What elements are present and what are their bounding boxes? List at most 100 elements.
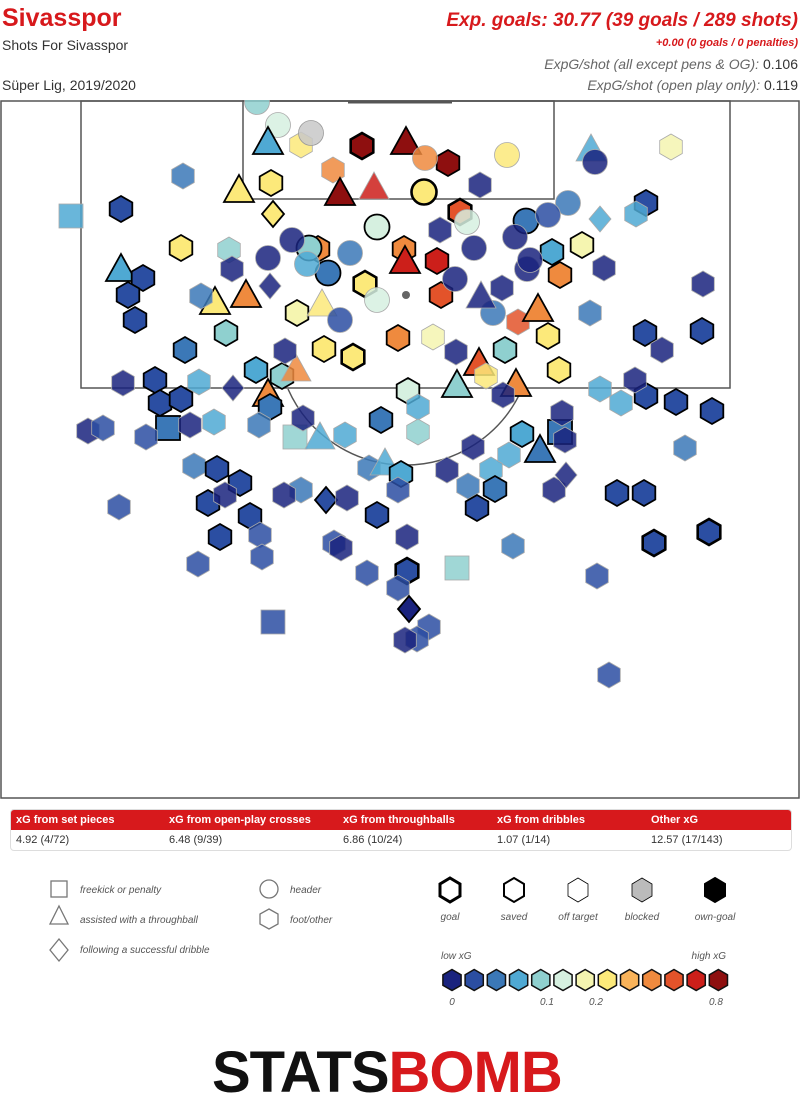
shot-7-hex-saved — [435, 148, 461, 178]
shot-18-hex-off — [321, 156, 345, 184]
xg-per-shot-open: ExpG/shot (open play only): 0.119 — [587, 77, 798, 93]
legend-triangle-icon — [48, 904, 70, 925]
xg-breakdown-header: xG from set pieces xG from open-play cro… — [11, 810, 791, 830]
shot-63-hex-saved — [632, 318, 658, 348]
shot-90-hex-saved — [699, 396, 725, 426]
shot-20-triangle-off — [358, 171, 390, 200]
shot-154-circle-off — [279, 227, 305, 253]
shot-14-square-off — [58, 203, 84, 229]
shot-50-hex-saved — [385, 323, 411, 353]
shot-121-hex-off — [435, 456, 459, 484]
shot-173-circle-off — [327, 307, 353, 333]
shot-177-hex-off — [178, 411, 202, 439]
xg-per-shot-all: ExpG/shot (all except pens & OG): 0.106 — [544, 56, 798, 72]
shot-46-hex-saved — [424, 246, 450, 276]
shot-153-circle-off — [255, 245, 281, 271]
shot-26-diamond-off — [588, 205, 612, 233]
shot-122-hex-off — [456, 472, 480, 500]
shot-65-hex-off — [650, 336, 674, 364]
shot-8-circle-off — [412, 145, 438, 171]
shot-137-hex-goal — [641, 528, 667, 558]
shot-56-hex-saved — [535, 321, 561, 351]
shot-80-triangle-saved — [440, 368, 474, 398]
shot-11-hex-off — [659, 133, 683, 161]
value-open-play-crosses: 6.48 (9/39) — [169, 834, 223, 846]
shot-58-hex-saved — [547, 260, 573, 290]
scale-swatch-8 — [619, 968, 640, 992]
scale-swatch-10 — [664, 968, 684, 992]
shot-4-circle-blocked — [298, 120, 324, 146]
header-throughballs: xG from throughballs — [343, 814, 455, 826]
header-dribbles: xG from dribbles — [497, 814, 586, 826]
shot-map — [0, 100, 800, 799]
shot-64-hex-saved — [689, 316, 715, 346]
team-name: Sivasspor — [2, 4, 122, 32]
xg-color-scale — [442, 968, 729, 992]
shot-30-triangle-saved — [104, 252, 138, 282]
shot-162-diamond-off — [221, 374, 245, 402]
shot-180-circle-off — [294, 251, 320, 277]
shot-19-triangle-saved — [323, 176, 357, 206]
xg-breakdown-table: xG from set pieces xG from open-play cro… — [10, 809, 792, 851]
shot-119-hex-off — [386, 476, 410, 504]
scale-swatch-7 — [597, 968, 618, 992]
shot-129-hex-saved — [631, 478, 657, 508]
shot-159-triangle-off — [465, 280, 497, 309]
shot-130-hex-off — [107, 493, 131, 521]
shot-72-hex-saved — [147, 388, 173, 418]
shot-45-triangle-saved — [388, 244, 422, 274]
scale-swatch-11 — [686, 968, 707, 992]
legend-saved-icon — [503, 876, 525, 904]
shot-171-circle-off — [535, 202, 561, 228]
shot-93-square-saved — [155, 415, 181, 441]
shot-61-hex-off — [578, 299, 602, 327]
shot-70-hex-off — [111, 369, 135, 397]
shot-62-hex-off — [691, 270, 715, 298]
shot-174-hex-off — [444, 338, 468, 366]
shot-15-triangle-saved — [222, 173, 256, 203]
shot-152-hex-off — [220, 255, 244, 283]
shot-143-square-off — [444, 555, 470, 581]
shot-21-circle-goal — [410, 178, 438, 206]
shot-120-hex-saved — [364, 500, 390, 530]
legend: freekick or penalty assisted with a thro… — [48, 876, 736, 1008]
shot-37-hex-saved — [284, 298, 310, 328]
shot-43-circle-saved — [363, 213, 391, 241]
shot-165-hex-off — [553, 426, 577, 454]
shot-28-hex-saved — [168, 233, 194, 263]
value-throughballs: 6.86 (10/24) — [343, 834, 403, 846]
shot-83-hex-saved — [492, 335, 518, 365]
legend-header-label: header — [290, 885, 322, 896]
scale-tick-02: 0.2 — [589, 997, 603, 1008]
legend-goal-icon — [438, 876, 462, 904]
penalties-summary: +0.00 (0 goals / 0 penalties) — [655, 37, 798, 49]
value-set-pieces: 4.92 (4/72) — [16, 834, 70, 846]
legend-circle-icon — [259, 879, 279, 899]
shot-163-hex-off — [291, 404, 315, 432]
shot-66-hex-saved — [172, 335, 198, 365]
shot-168-circle-off — [582, 149, 608, 175]
shot-107-hex-off — [673, 434, 697, 462]
shot-49-hex-off — [421, 323, 445, 351]
legend-blocked-icon — [631, 877, 653, 903]
scale-swatch-4 — [530, 968, 551, 992]
shot-109-hex-saved — [204, 454, 230, 484]
shot-60-hex-off — [592, 254, 616, 282]
shot-89-hex-saved — [663, 387, 689, 417]
legend-throughball-label: assisted with a throughball — [80, 915, 199, 926]
shot-68-hex-saved — [311, 334, 337, 364]
value-other: 12.57 (17/143) — [651, 834, 723, 846]
shot-95-hex-off — [202, 408, 226, 436]
shot-48-circle-off — [364, 287, 390, 313]
shot-127-diamond-off — [554, 461, 578, 489]
shot-169-hex-off — [428, 216, 452, 244]
shot-74-hex-saved — [243, 355, 269, 385]
legend-own-goal-label: own-goal — [695, 912, 736, 923]
scale-swatch-5 — [553, 968, 573, 992]
shot-31-hex-saved — [130, 263, 156, 293]
shot-150-hex-off — [393, 626, 417, 654]
season-label: Süper Lig, 2019/2020 — [2, 77, 136, 93]
legend-off-target-label: off target — [558, 912, 599, 923]
shot-131-hex-saved — [207, 522, 233, 552]
scale-swatch-9 — [641, 968, 662, 992]
